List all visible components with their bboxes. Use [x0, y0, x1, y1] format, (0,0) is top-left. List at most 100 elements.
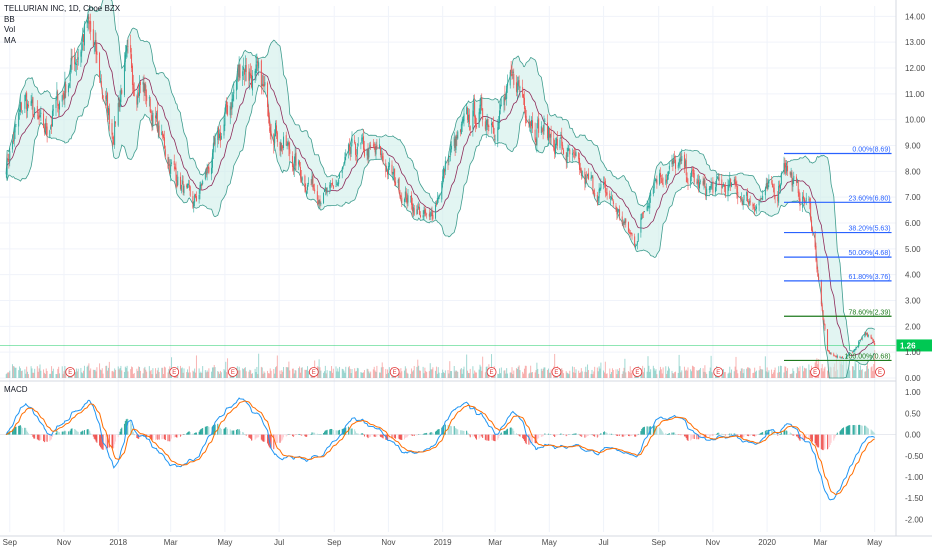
candle-body: [77, 57, 79, 60]
candle: [675, 155, 677, 175]
candle: [310, 179, 312, 186]
volume-bar: [550, 369, 552, 378]
candle: [479, 98, 481, 122]
macd-histogram-bar: [443, 425, 445, 435]
volume-bar: [754, 367, 756, 378]
candle: [864, 331, 866, 338]
candle: [142, 76, 144, 92]
indicator-vol[interactable]: Vol: [4, 25, 16, 34]
macd-histogram-bar: [643, 426, 645, 435]
candle-body: [363, 136, 365, 150]
volume-bar: [655, 369, 657, 378]
candle-body: [39, 114, 41, 118]
candle: [388, 157, 390, 171]
volume-bar: [572, 372, 574, 378]
candle-body: [363, 148, 365, 157]
volume-bar: [243, 369, 245, 378]
indicator-bb[interactable]: BB: [4, 14, 15, 24]
candle: [331, 178, 333, 187]
macd-histogram-bar: [463, 430, 465, 435]
candle-body: [355, 154, 357, 157]
macd-histogram-bar: [143, 434, 145, 437]
candle: [418, 201, 420, 210]
macd-tick-label-6: -2.00: [905, 515, 924, 524]
candle: [758, 200, 760, 212]
volume-bar: [686, 370, 688, 378]
candle-body: [466, 107, 468, 115]
macd-histogram-bar: [842, 428, 844, 435]
candle-body: [503, 97, 505, 106]
candle: [363, 140, 365, 158]
volume-bar: [525, 365, 527, 378]
candle-body: [387, 170, 389, 175]
candle: [14, 121, 16, 140]
candle: [867, 334, 869, 338]
macd-histogram-bar: [747, 434, 749, 436]
macd-histogram-bar: [338, 430, 340, 435]
candle: [721, 173, 723, 195]
volume-bar: [507, 373, 509, 378]
macd-histogram-bar: [823, 434, 825, 450]
candle: [603, 176, 605, 190]
macd-histogram-bar: [87, 428, 89, 435]
candle-body: [173, 161, 175, 165]
candle-body: [343, 162, 345, 165]
volume-bar: [549, 372, 551, 378]
volume-bar: [11, 364, 13, 378]
candle-body: [15, 124, 17, 125]
macd-histogram-bar: [510, 427, 512, 435]
volume-bar: [212, 367, 214, 378]
volume-bar: [138, 366, 140, 378]
macd-histogram-bar: [233, 430, 235, 435]
macd-histogram-bar: [392, 434, 394, 439]
candle-body: [622, 222, 624, 226]
macd-histogram-bar: [553, 434, 555, 436]
candle: [780, 171, 782, 186]
candle-body: [821, 304, 823, 311]
volume-bar: [254, 368, 256, 378]
volume-bar: [350, 373, 352, 378]
candle: [787, 160, 789, 176]
candle: [667, 170, 669, 180]
candle-body: [798, 191, 800, 200]
candle-body: [176, 180, 178, 187]
macd-histogram-bar: [461, 430, 463, 435]
macd-histogram-bar: [219, 427, 221, 435]
volume-bar: [864, 371, 866, 378]
candle-body: [195, 193, 197, 198]
candle-body: [753, 207, 755, 208]
candle-body: [108, 108, 110, 124]
candle-body: [331, 182, 333, 185]
candle: [783, 156, 785, 175]
macd-histogram-bar: [283, 434, 285, 438]
candle-body: [641, 213, 643, 219]
volume-bar: [874, 350, 876, 378]
macd-histogram-bar: [214, 424, 216, 435]
candle: [152, 110, 154, 131]
volume-bar: [332, 368, 334, 378]
candle: [342, 166, 344, 170]
candle-body: [350, 144, 352, 154]
macd-histogram-bar: [177, 434, 179, 437]
macd-histogram-bar: [531, 434, 533, 443]
indicator-ma[interactable]: MA: [4, 35, 16, 45]
volume-bar: [698, 370, 700, 378]
candle: [61, 94, 63, 108]
macd-histogram-bar: [312, 432, 314, 435]
macd-histogram-bar: [460, 430, 462, 435]
macd-histogram-bar: [530, 434, 532, 445]
macd-histogram-bar: [746, 434, 748, 436]
symbol-title[interactable]: TELLURIAN INC, 1D, Cboe BZX: [4, 4, 121, 13]
candle: [325, 187, 327, 195]
candle: [517, 76, 519, 90]
candle: [429, 211, 431, 221]
candle: [386, 165, 388, 172]
macd-histogram-bar: [443, 425, 445, 435]
candle-body: [89, 20, 91, 24]
candle: [137, 89, 139, 108]
macd-title[interactable]: MACD: [4, 385, 28, 394]
candle-body: [355, 143, 357, 155]
candle: [754, 202, 756, 216]
fibonacci-retracement[interactable]: 0.00%(8.69)23.60%(6.80)38.20%(5.63)50.00…: [0, 147, 932, 362]
